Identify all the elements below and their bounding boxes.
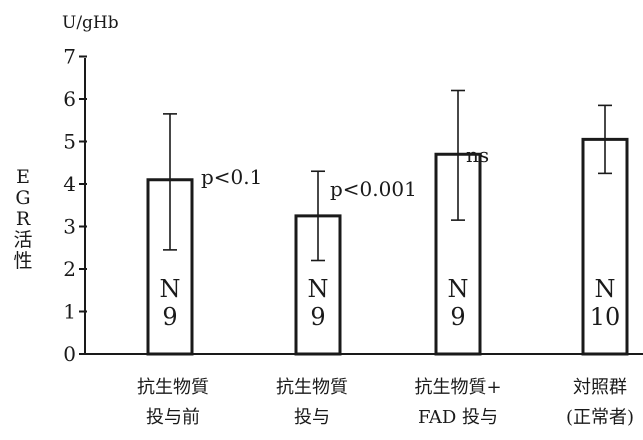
y-tick-label: 0 [63,342,76,366]
bar-n-label: N [308,275,329,303]
significance-annotation: p<0.1 [201,165,262,189]
bar-n-value: 10 [590,303,621,331]
category-label: 投与前 [146,407,200,428]
y-axis-label-char: R [16,208,31,230]
significance-annotation: p<0.001 [330,177,417,201]
bar-n-label: N [448,275,469,303]
y-axis-label-char: 活 [13,229,32,251]
y-tick-label: 1 [63,300,76,324]
category-label: 抗生物質+ [414,377,501,398]
bar-n-value: 9 [310,303,325,331]
y-axis-ticks: 0 1 2 3 4 5 6 7 [63,45,87,366]
bar [581,137,629,356]
category-label: 投与 [294,407,330,428]
bar-n-label: N [595,275,616,303]
y-unit-label: U/gHb [62,13,119,33]
bar [434,152,482,356]
y-tick-label: 7 [63,45,76,69]
y-axis-label-char: 性 [13,250,32,272]
y-tick-label: 4 [63,172,76,196]
bar-n-value: 9 [162,303,177,331]
category-label: 抗生物質 [137,377,209,398]
y-axis-label-char: E [16,166,30,188]
y-tick-label: 6 [63,87,76,111]
y-axis-label-char: G [15,187,30,209]
y-tick-label: 2 [63,257,76,281]
bar-n-value: 9 [450,303,465,331]
bar-n-label: N [160,275,181,303]
y-tick-label: 3 [63,215,76,239]
category-label: 対照群 [573,377,627,398]
category-label: FAD 投与 [418,407,498,428]
category-label: 抗生物質 [276,377,348,398]
y-tick-label: 5 [63,130,76,154]
category-label: (正常者) [566,407,634,428]
significance-annotation: ns [466,143,489,167]
